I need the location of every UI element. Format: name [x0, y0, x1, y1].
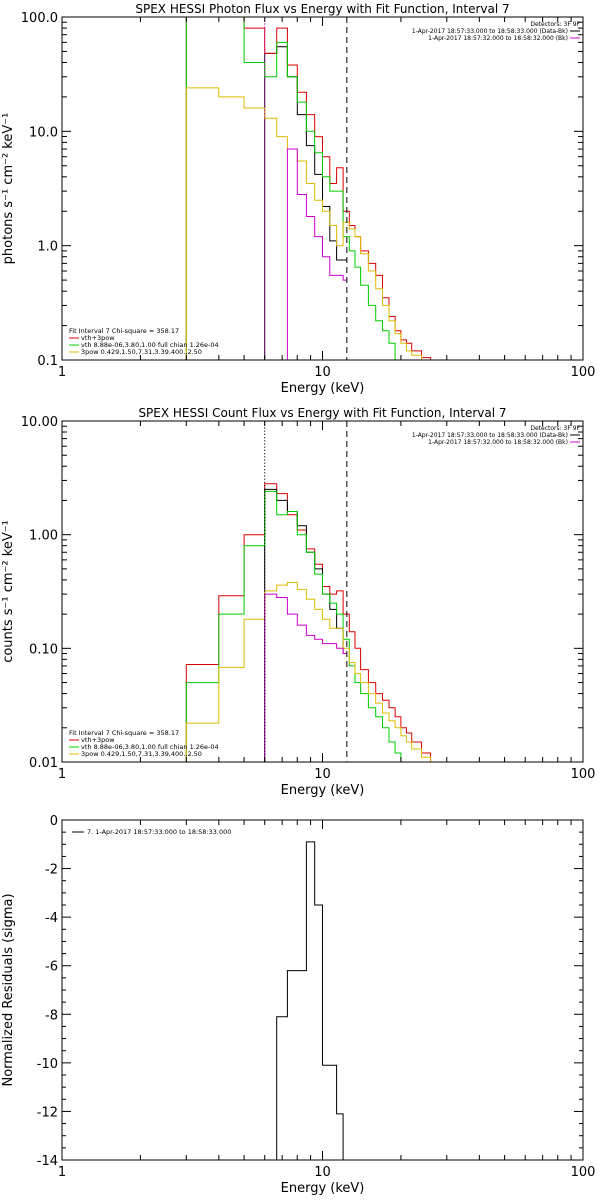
- fit-legend-entry: 3pow 0.429,1.50,7.31,3.39,400.,2.50: [81, 750, 202, 758]
- y-tick-label: 100.0: [21, 11, 58, 26]
- y-tick-label: -12: [37, 1105, 58, 1120]
- x-tick-label: 10: [314, 767, 331, 782]
- x-tick-label: 10: [314, 1165, 331, 1180]
- chart-title: SPEX HESSI Photon Flux vs Energy with Fi…: [135, 2, 509, 16]
- y-tick-label: -6: [45, 960, 58, 975]
- series-group: [264, 841, 344, 1160]
- y-tick-label: 1.00: [29, 529, 58, 544]
- series-line-3: [185, 581, 439, 762]
- fit-legend-header: Fit Interval 7 Chi-square = 358.17: [69, 327, 179, 335]
- legend-entry: 1-Apr-2017 18:57:33.000 to 18:58:33.000 …: [412, 432, 568, 439]
- count-flux-chart: SPEX HESSI Count Flux vs Energy with Fit…: [1, 406, 595, 798]
- x-axis-label: Energy (keV): [281, 783, 365, 798]
- legend-entry: 1-Apr-2017 18:57:32.000 to 18:58:32.000 …: [428, 439, 568, 446]
- y-tick-label: -14: [37, 1154, 58, 1169]
- series-line-3: [185, 87, 432, 360]
- legend-entry: 1-Apr-2017 18:57:32.000 to 18:58:32.000 …: [428, 35, 568, 42]
- x-axis-label: Energy (keV): [281, 381, 365, 396]
- series-line-0: [264, 841, 344, 1160]
- legend-header: Detectors: 3F 9F: [530, 425, 580, 432]
- legend-entry: 7. 1-Apr-2017 18:57:33.000 to 18:58:33.0…: [87, 828, 231, 836]
- y-tick-label: -4: [45, 911, 58, 926]
- x-axis-label: Energy (keV): [281, 1181, 365, 1196]
- x-tick-label: 100: [571, 1165, 596, 1180]
- fit-legend-entry: vth 8.88e-06,3.80,1.00 full chian 1.26e-…: [81, 341, 219, 349]
- y-axis-label: counts s⁻¹ cm⁻² keV⁻¹: [1, 520, 16, 663]
- y-axis-label: photons s⁻¹ cm⁻² keV⁻¹: [1, 113, 16, 265]
- y-tick-label: 0.1: [37, 354, 58, 369]
- y-tick-label: 1.0: [37, 240, 58, 255]
- series-line-4: [264, 593, 347, 762]
- legend-entry: 1-Apr-2017 18:57:33.000 to 18:58:33.000 …: [412, 28, 568, 35]
- series-group: [185, 17, 432, 360]
- y-tick-label: -10: [37, 1057, 58, 1072]
- series-line-2: [185, 17, 402, 360]
- series-line-4: [264, 148, 347, 360]
- fit-legend-entry: vth+3pow: [81, 334, 115, 342]
- series-line-0: [185, 483, 439, 762]
- y-tick-label: 0.10: [29, 642, 58, 657]
- x-tick-label: 1: [58, 1165, 66, 1180]
- x-tick-label: 1: [58, 767, 66, 782]
- fit-legend-entry: 3pow 0.429,1.50,7.31,3.39,400.,2.50: [81, 348, 202, 356]
- y-axis-label: Normalized Residuals (sigma): [1, 893, 16, 1086]
- y-tick-label: 10.00: [21, 415, 58, 430]
- series-line-0: [264, 46, 347, 360]
- series-group: [185, 483, 439, 762]
- x-tick-label: 10: [314, 365, 331, 380]
- y-tick-label: 0.01: [29, 756, 58, 771]
- residuals-chart: 1 10 100 0 -2 -4 -6 -8 -10 -12 -14 Energy (keV) Norm…: [1, 814, 595, 1196]
- fit-legend-entry: vth 8.88e-06,3.80,1.00 full chian 1.26e-…: [81, 743, 219, 751]
- photon-flux-chart: SPEX HESSI Photon Flux vs Energy with Fi…: [1, 2, 596, 396]
- x-tick-label: 1: [58, 365, 66, 380]
- fit-legend-entry: vth+3pow: [81, 736, 115, 744]
- series-line-2: [185, 490, 407, 762]
- x-tick-label: 100: [571, 365, 596, 380]
- series-line-1: [185, 17, 432, 360]
- chart-title: SPEX HESSI Count Flux vs Energy with Fit…: [138, 406, 506, 420]
- legend-header: Detectors: 3F 9F: [530, 21, 580, 28]
- x-tick-label: 100: [571, 767, 596, 782]
- y-tick-label: 10.0: [29, 125, 58, 140]
- fit-legend-header: Fit Interval 7 Chi-square = 358.17: [69, 729, 179, 737]
- y-tick-label: -8: [45, 1008, 58, 1023]
- y-tick-label: 0: [50, 814, 58, 829]
- y-tick-label: -2: [45, 863, 58, 878]
